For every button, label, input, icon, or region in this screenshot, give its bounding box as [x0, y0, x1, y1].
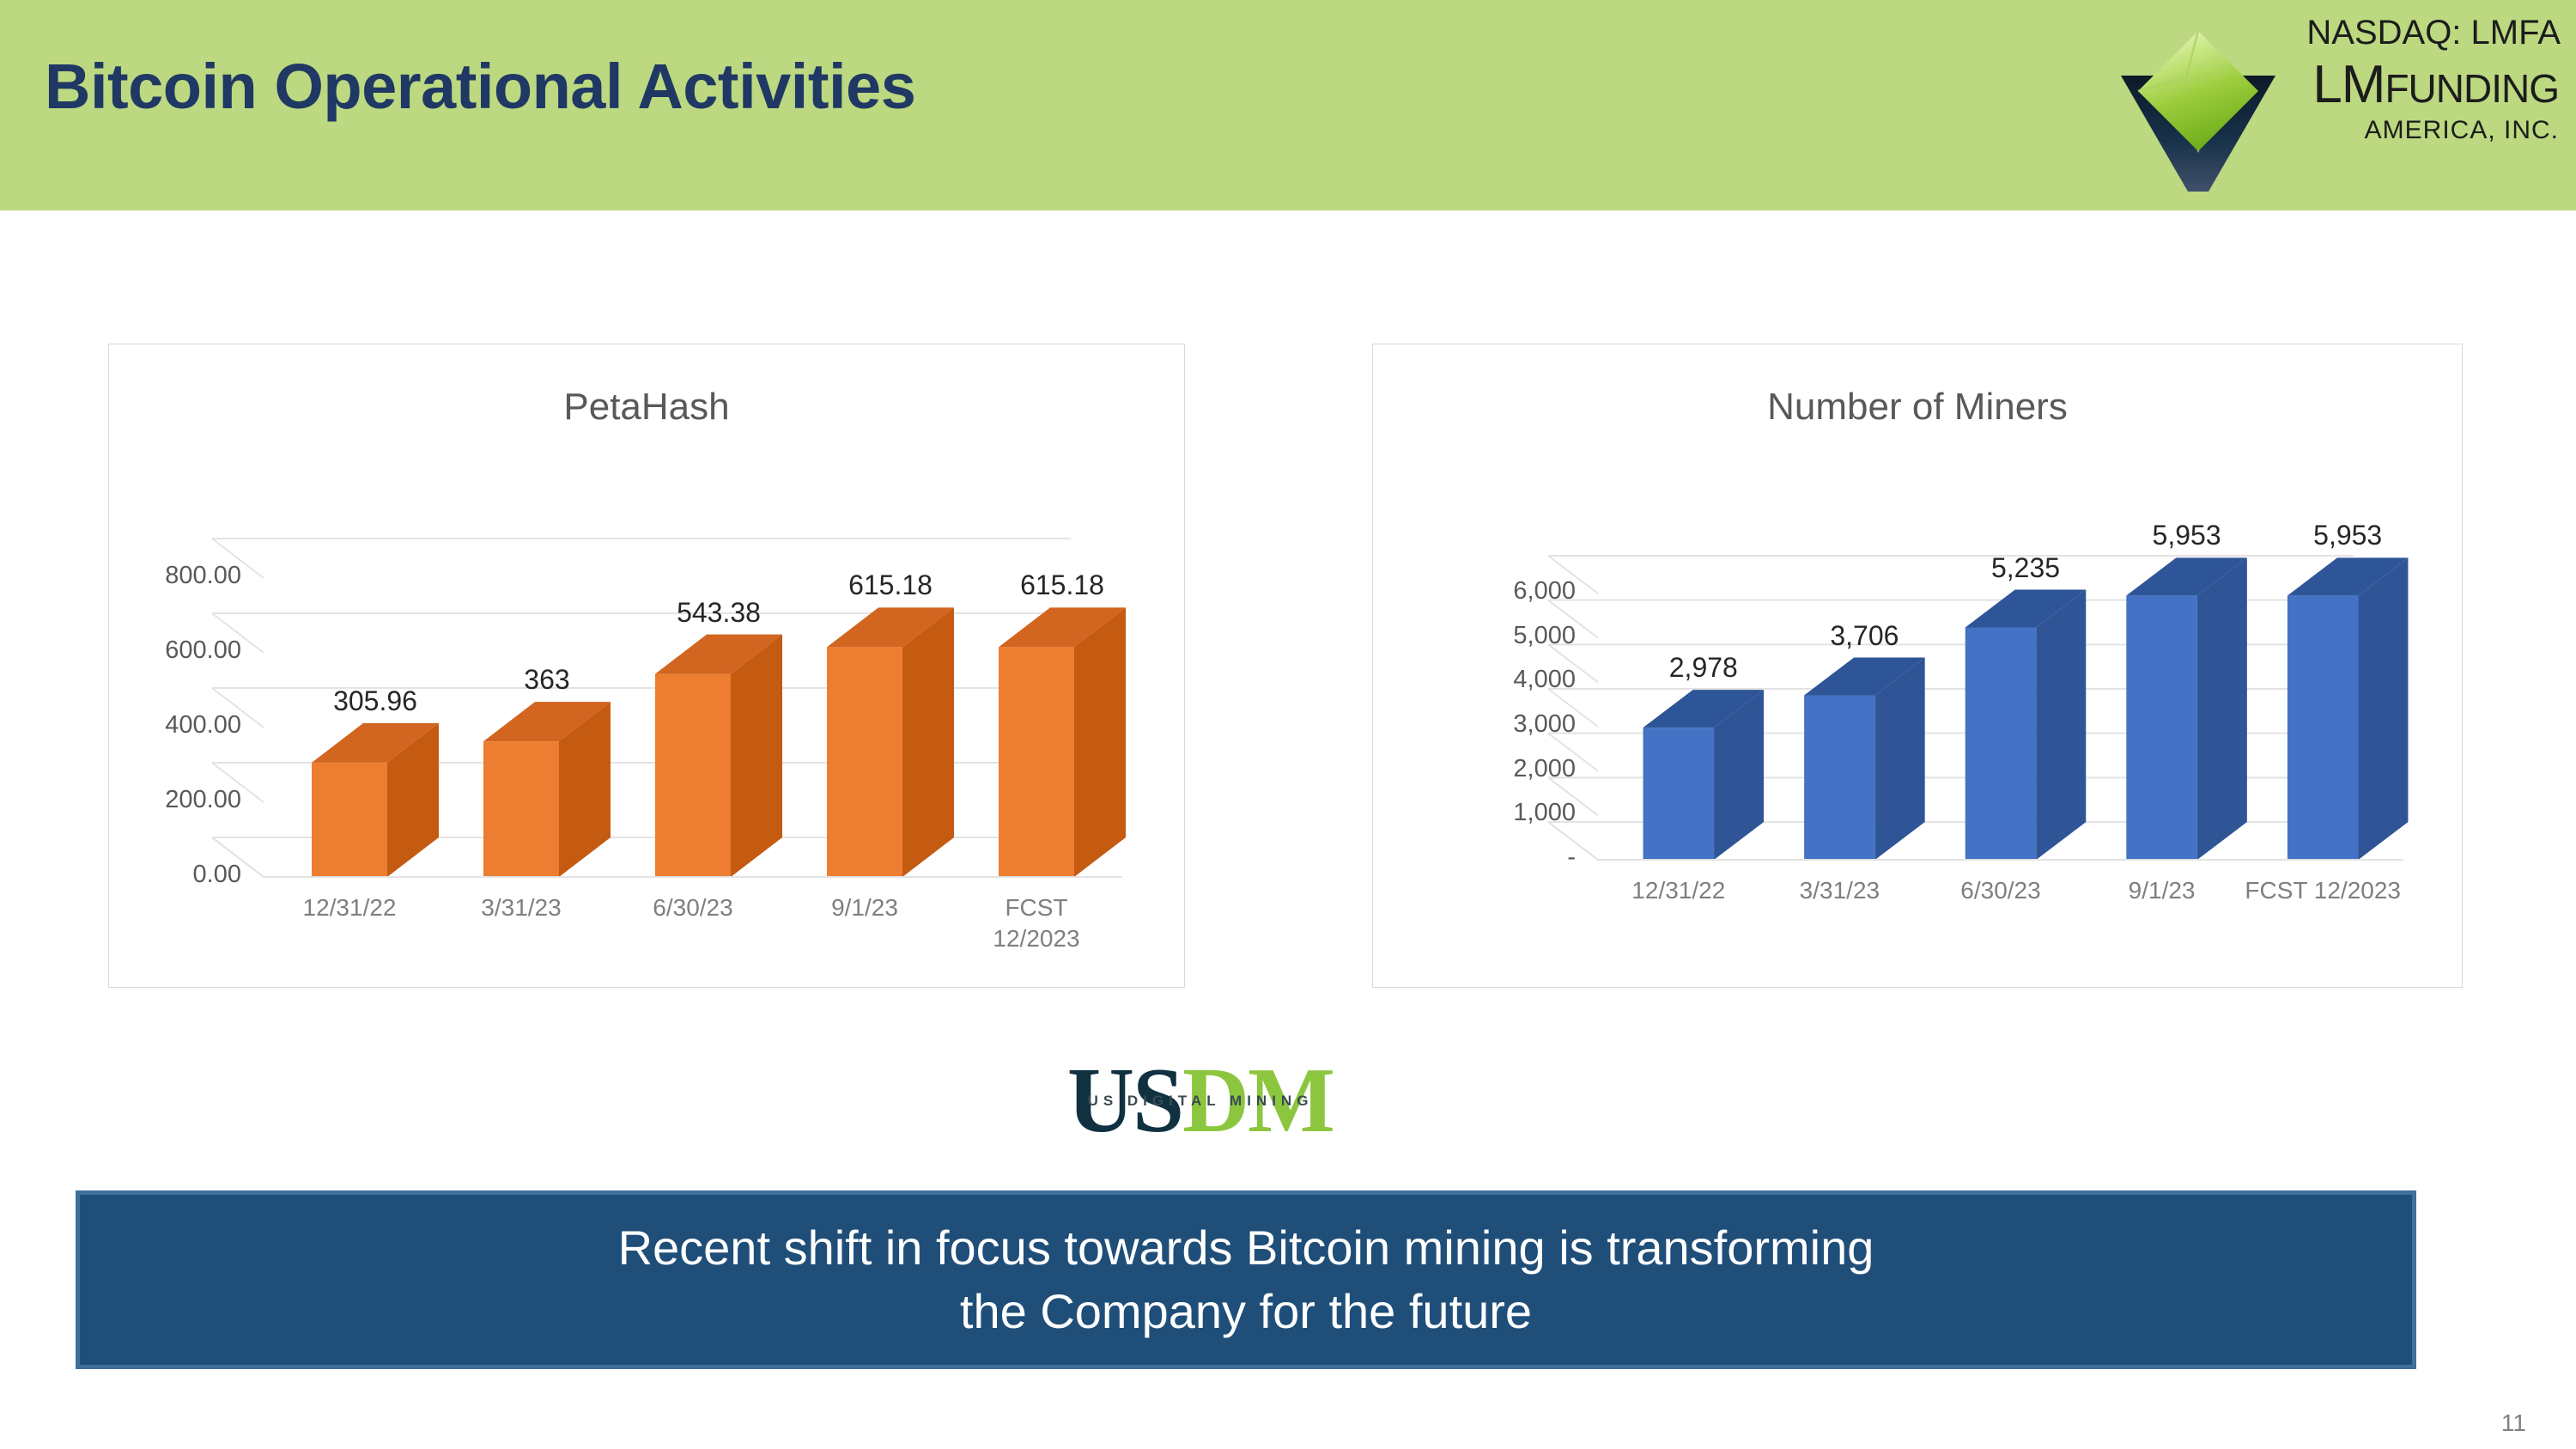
- wordmark-america: AMERICA, INC.: [2364, 115, 2559, 144]
- x-axis-category-label: 3/31/23: [481, 894, 562, 921]
- nasdaq-ticker-label: NASDAQ: LMFA: [2306, 14, 2561, 52]
- chart-number-of-miners: Number of Miners - 1,000 2,000 3,000 4,000 5,…: [1372, 344, 2463, 988]
- usdm-initials-dm: DM: [1182, 1050, 1335, 1152]
- bar-value-label: 3,706: [1830, 619, 1899, 651]
- chart-canvas: [1547, 555, 2409, 861]
- x-axis-category-label: 6/30/23: [653, 894, 733, 921]
- y-axis-tick-label: 600.00: [165, 636, 241, 664]
- usdm-initials: USDM: [1020, 1055, 1381, 1148]
- bar-value-label: 5,953: [2313, 520, 2383, 551]
- usdm-initials-us: US: [1067, 1050, 1184, 1152]
- x-axis-category-label: 12/31/22: [1631, 877, 1726, 904]
- bar-value-label: 363: [524, 664, 570, 696]
- bar-value-label: 5,235: [1990, 551, 2061, 583]
- y-axis-tick-label: 0.00: [192, 861, 241, 888]
- usdm-tagline: US DIGITAL MINING: [1087, 1093, 1314, 1109]
- y-axis-tick-label: -: [1567, 843, 1576, 871]
- bar-value-label: 615.18: [848, 569, 933, 601]
- x-axis-category-label: FCST 12/2023: [2245, 877, 2401, 904]
- y-axis-tick-label: 3,000: [1513, 710, 1576, 738]
- x-axis-category-label: 9/1/23: [2128, 877, 2196, 904]
- y-axis-tick-label: 5,000: [1513, 621, 1576, 649]
- lmfunding-wordmark: LMFUNDING AMERICA, INC.: [2301, 58, 2560, 145]
- lmfunding-logo: NASDAQ: LMFA LMFUNDING AMERICA, INC: [1966, 7, 2567, 206]
- page-number: 11: [2500, 1409, 2526, 1436]
- usdm-logo: USDM US DIGITAL MINING: [1020, 1055, 1381, 1149]
- x-axis-category-label: 6/30/23: [1960, 877, 2041, 904]
- summary-banner-text: Recent shift in focus towards Bitcoin mi…: [617, 1221, 1874, 1338]
- y-axis-tick-label: 2,000: [1513, 754, 1576, 782]
- y-axis-tick-label: 400.00: [165, 711, 241, 739]
- plot-area-petahash: 0.00 200.00 400.00 600.00 800.00 305.96 12/31/…: [109, 344, 1184, 987]
- chart-title-miners: Number of Miners: [1767, 386, 2068, 428]
- page-title: Bitcoin Operational Activities: [45, 51, 916, 122]
- bar-value-label: 543.38: [677, 596, 761, 628]
- y-axis-tick-label: 200.00: [165, 786, 241, 813]
- x-axis-category-label: 9/1/23: [831, 894, 898, 921]
- bar-value-label: 2,978: [1668, 652, 1738, 684]
- x-axis-category-label: 12/31/22: [302, 894, 397, 921]
- y-axis-tick-label: 6,000: [1513, 577, 1576, 605]
- y-axis-tick-label: 4,000: [1513, 666, 1576, 694]
- plot-area-miners: - 1,000 2,000 3,000 4,000 5,000 6,000 2,978 12/3…: [1373, 344, 2462, 987]
- y-axis-tick-label: 1,000: [1513, 799, 1576, 827]
- x-axis-category-label: FCST 12/2023: [993, 894, 1080, 952]
- wordmark-funding: FUNDING: [2385, 66, 2560, 111]
- chart-canvas: [211, 538, 1126, 878]
- chart-title-petahash: PetaHash: [563, 386, 730, 428]
- bar-value-label: 5,953: [2152, 520, 2221, 551]
- bar-value-label: 305.96: [333, 685, 417, 716]
- wordmark-lm: LM: [2312, 55, 2385, 114]
- lmfunding-checkmark-icon: [2121, 30, 2275, 192]
- chart-petahash: PetaHash 0.00 200.00 400.00 600.00 800.00 305…: [108, 344, 1185, 988]
- y-axis-tick-label: 800.00: [165, 562, 241, 589]
- summary-banner: Recent shift in focus towards Bitcoin mi…: [76, 1190, 2416, 1369]
- bar-value-label: 615.18: [1020, 569, 1104, 601]
- x-axis-category-label: 3/31/23: [1799, 877, 1880, 904]
